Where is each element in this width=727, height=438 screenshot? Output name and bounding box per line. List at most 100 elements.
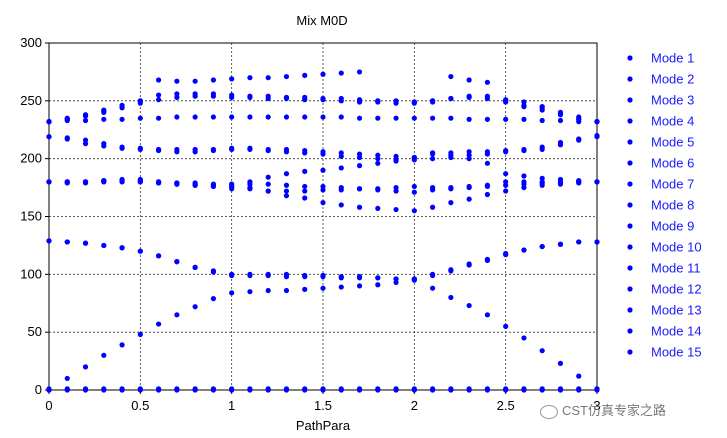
data-point [521, 335, 527, 341]
data-point [521, 147, 527, 154]
data-point [174, 78, 180, 84]
data-point [192, 304, 198, 310]
data-point [156, 180, 162, 186]
data-point [46, 134, 52, 140]
data-point [411, 189, 417, 195]
legend-label: Mode 3 [651, 93, 694, 108]
data-point [466, 116, 472, 122]
data-point [174, 312, 180, 318]
data-point [356, 386, 363, 392]
y-tick-label: 150 [20, 209, 42, 224]
data-point [430, 99, 436, 105]
x-tick-label: 0.5 [131, 398, 149, 413]
data-point [484, 257, 490, 264]
legend-item: Mode 2 [627, 72, 694, 87]
legend-label: Mode 11 [651, 261, 701, 276]
data-point [356, 186, 363, 192]
data-point [375, 115, 381, 121]
data-point [283, 182, 290, 188]
data-point [557, 112, 564, 118]
data-point [64, 375, 70, 382]
data-point [101, 242, 107, 249]
data-point [539, 386, 545, 392]
watermark: CST仿真专家之路 [540, 400, 666, 419]
data-point [265, 181, 271, 187]
data-point [64, 239, 70, 245]
data-point [192, 146, 198, 153]
data-point [302, 386, 308, 392]
series-13 [46, 179, 600, 194]
data-point [283, 73, 290, 80]
data-point [430, 272, 436, 279]
data-point [210, 91, 216, 97]
data-point [265, 75, 271, 81]
data-point [82, 180, 89, 186]
legend-label: Mode 5 [651, 135, 694, 150]
series-15 [46, 386, 600, 392]
legend: Mode 1 Mode 2 Mode 3 Mode 4 Mode 5 Mode 6 Mode… [627, 51, 702, 360]
legend-marker [627, 118, 633, 124]
data-point [320, 71, 326, 77]
data-point [448, 150, 454, 156]
legend-item: Mode 3 [627, 93, 694, 108]
data-point [229, 145, 235, 151]
data-point [338, 150, 344, 156]
data-point [484, 79, 490, 85]
data-point [119, 179, 125, 185]
wechat-icon [540, 404, 558, 419]
data-point [283, 94, 290, 100]
data-point [283, 193, 290, 199]
data-point [557, 241, 564, 247]
data-point [119, 116, 125, 122]
data-point [466, 149, 472, 155]
data-point [484, 116, 490, 122]
data-point [156, 146, 162, 153]
legend-item: Mode 10 [627, 240, 702, 255]
data-point [557, 180, 564, 186]
data-point [137, 248, 143, 254]
data-point [64, 135, 70, 141]
y-tick-label: 200 [20, 151, 42, 166]
data-point [576, 116, 582, 122]
legend-marker [627, 307, 633, 313]
data-point [156, 386, 162, 392]
data-point [576, 373, 582, 379]
series-8 [46, 114, 600, 125]
data-point [594, 119, 600, 125]
chart-title: Mix M0D [296, 13, 347, 28]
data-point [356, 151, 363, 157]
series-11 [46, 69, 600, 125]
data-point [539, 146, 545, 153]
data-point [375, 152, 381, 158]
data-point [521, 181, 527, 187]
data-point [448, 95, 454, 102]
data-point [411, 386, 417, 392]
data-point [521, 247, 527, 253]
data-point [283, 171, 290, 177]
data-point [539, 348, 545, 354]
x-tick-label: 1 [228, 398, 235, 413]
data-point [484, 191, 490, 198]
data-point [466, 386, 472, 392]
data-point [64, 180, 70, 186]
data-point [82, 386, 89, 392]
legend-marker [627, 139, 633, 145]
data-point [484, 386, 490, 392]
data-point [320, 149, 326, 155]
data-point [101, 108, 107, 114]
legend-item: Mode 9 [627, 219, 694, 234]
data-point [430, 115, 436, 121]
data-point [393, 276, 399, 282]
data-point [101, 179, 107, 185]
data-point [557, 142, 564, 148]
data-point [320, 167, 326, 173]
data-point [156, 77, 162, 83]
y-axis: 0 50 100 150 200 250 300 [20, 35, 49, 397]
legend-item: Mode 13 [627, 303, 702, 318]
legend-item: Mode 7 [627, 177, 694, 192]
data-point [320, 114, 326, 120]
data-point [174, 146, 180, 153]
data-point [210, 114, 216, 120]
data-point [375, 275, 381, 281]
data-point [283, 188, 290, 194]
